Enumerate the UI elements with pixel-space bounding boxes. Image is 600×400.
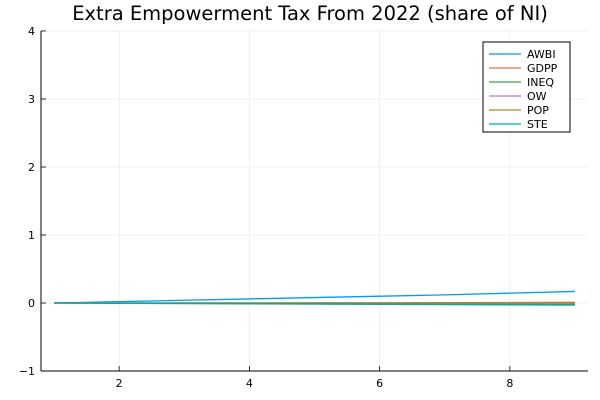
y-tick-label: 0 — [28, 297, 35, 310]
legend-label-ow: OW — [527, 90, 547, 103]
legend-label-ste: STE — [527, 118, 548, 131]
y-tick-label: −1 — [19, 365, 35, 378]
x-tick-label: 2 — [116, 377, 123, 390]
legend-label-ineq: INEQ — [527, 76, 554, 89]
y-tick-label: 1 — [28, 229, 35, 242]
x-tick-label: 8 — [506, 377, 513, 390]
x-tick-label: 4 — [246, 377, 253, 390]
series-line-awbi — [54, 290, 575, 304]
y-tick-label: 4 — [28, 25, 35, 38]
y-tick-label: 2 — [28, 161, 35, 174]
chart-title: Extra Empowerment Tax From 2022 (share o… — [72, 2, 548, 25]
y-tick-label: 3 — [28, 93, 35, 106]
legend-label-awbi: AWBI — [527, 48, 556, 61]
legend-label-gdpp: GDPP — [527, 62, 558, 75]
series-line-ste — [54, 302, 575, 306]
legend-label-pop: POP — [527, 104, 549, 117]
legend-box — [482, 41, 571, 133]
x-tick-label: 6 — [376, 377, 383, 390]
